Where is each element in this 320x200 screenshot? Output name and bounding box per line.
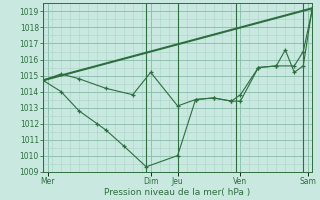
- X-axis label: Pression niveau de la mer( hPa ): Pression niveau de la mer( hPa ): [105, 188, 251, 197]
